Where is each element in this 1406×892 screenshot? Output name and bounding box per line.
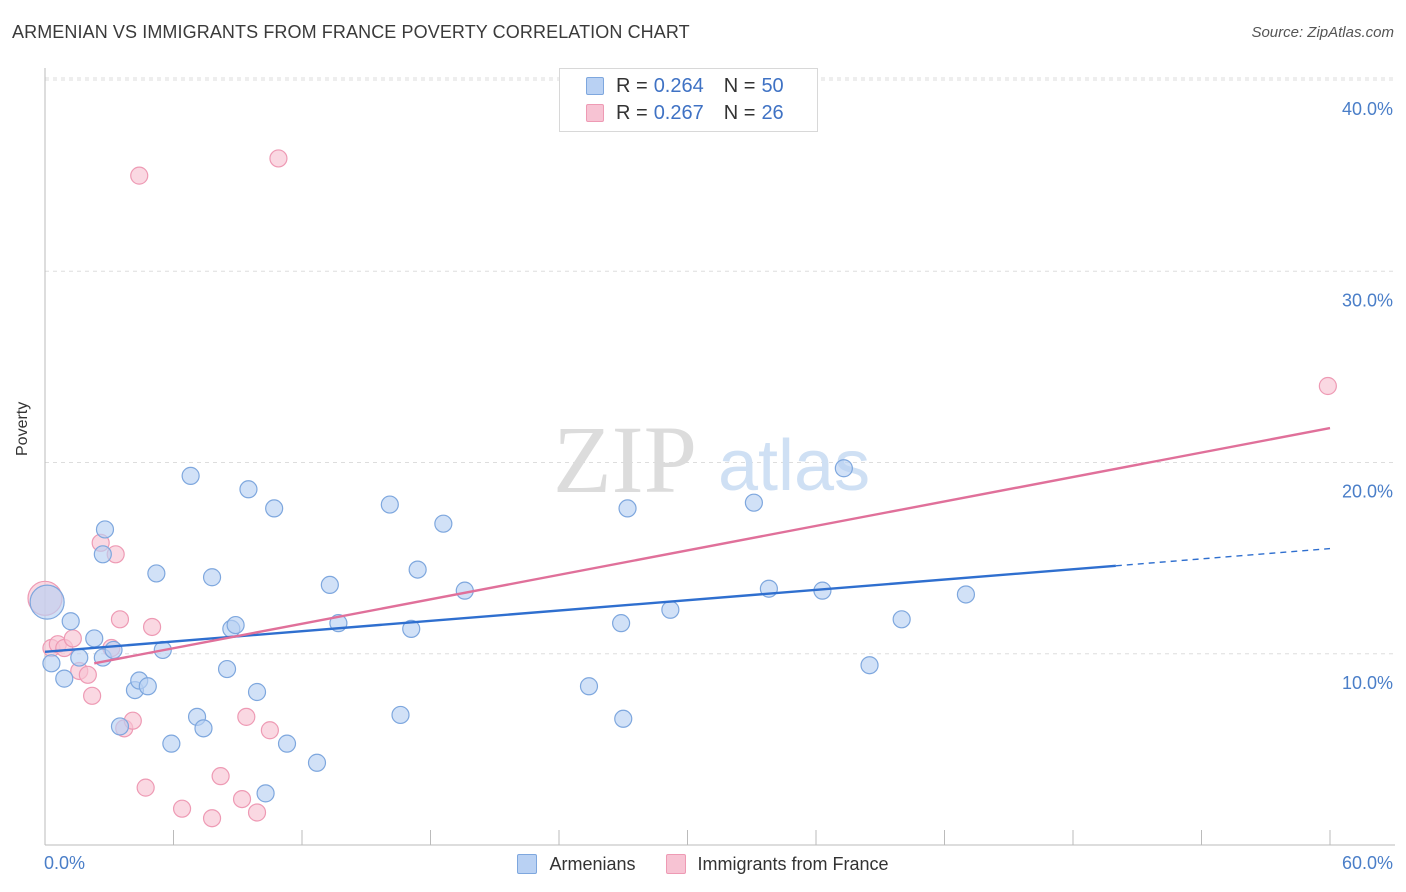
armenian-point bbox=[104, 640, 123, 660]
armenian-point bbox=[391, 705, 410, 725]
france-point bbox=[260, 721, 279, 740]
series-legend: Armenians Immigrants from France bbox=[0, 852, 1406, 876]
armenian-point bbox=[55, 669, 74, 688]
legend-r-label: R = bbox=[616, 74, 648, 97]
armenian-point bbox=[247, 682, 267, 702]
france-point bbox=[247, 803, 267, 822]
stats-legend: R = 0.264 N = 50 R = 0.267 N = 26 bbox=[559, 68, 818, 132]
armenian-point bbox=[256, 784, 275, 803]
y-tick-label: 20.0% bbox=[1342, 482, 1393, 502]
france-point bbox=[211, 767, 230, 786]
armenian-points bbox=[29, 459, 976, 803]
france-point bbox=[110, 610, 130, 629]
y-tick-label: 30.0% bbox=[1342, 290, 1393, 310]
swatch-france bbox=[665, 854, 686, 874]
armenian-point bbox=[892, 610, 911, 629]
source-credit: Source: ZipAtlas.com bbox=[1251, 24, 1394, 41]
armenian-point bbox=[226, 615, 245, 635]
legend-n-value: 50 bbox=[761, 74, 784, 97]
legend-r-label: R = bbox=[616, 101, 648, 124]
armenian-point bbox=[265, 499, 284, 518]
axes bbox=[44, 68, 1395, 846]
legend-n-label: N = bbox=[723, 101, 756, 124]
legend-swatch-france bbox=[586, 104, 604, 122]
armenian-point bbox=[956, 585, 976, 604]
armenian-point bbox=[42, 654, 61, 673]
armenian-point bbox=[612, 614, 631, 633]
armenian-point bbox=[834, 459, 853, 478]
france-point bbox=[130, 166, 149, 185]
y-tick-label: 10.0% bbox=[1342, 673, 1393, 693]
x-tick-labels: 0.0% 60.0% bbox=[44, 853, 1393, 873]
x-tick-label: 60.0% bbox=[1342, 853, 1393, 873]
armenian-point bbox=[239, 480, 258, 499]
armenian-point bbox=[380, 495, 399, 514]
armenian-point bbox=[110, 717, 130, 736]
armenian-point bbox=[61, 612, 80, 631]
chart-title: ARMENIAN VS IMMIGRANTS FROM FRANCE POVER… bbox=[12, 22, 690, 42]
legend-item-armenians: Armenians bbox=[517, 853, 636, 875]
armenian-point bbox=[162, 734, 181, 753]
legend-n-value: 26 bbox=[761, 101, 784, 124]
armenian-point bbox=[138, 677, 157, 696]
france-point bbox=[83, 686, 102, 705]
france-point bbox=[142, 617, 162, 637]
france-point bbox=[269, 149, 288, 168]
armenian-point bbox=[202, 568, 222, 587]
legend-n-label: N = bbox=[723, 74, 756, 97]
legend-row-france: R = 0.267 N = 26 bbox=[586, 101, 784, 125]
france-point bbox=[136, 778, 155, 797]
watermark: ZIP atlas bbox=[553, 406, 870, 513]
watermark-zip: ZIP bbox=[553, 406, 697, 513]
legend-row-armenians: R = 0.264 N = 50 bbox=[586, 74, 784, 98]
armenian-point bbox=[408, 560, 427, 579]
armenian-point bbox=[618, 499, 637, 518]
armenian-point bbox=[217, 659, 237, 679]
y-tick-labels: 10.0% 20.0% 30.0% 40.0% bbox=[1342, 99, 1393, 693]
legend-r-value: 0.267 bbox=[653, 101, 704, 124]
armenian-point bbox=[307, 753, 327, 772]
legend-label-france: Immigrants from France bbox=[697, 853, 889, 874]
armenian-point bbox=[320, 575, 339, 595]
y-tick-label: 40.0% bbox=[1342, 99, 1393, 119]
legend-item-france: Immigrants from France bbox=[665, 853, 889, 875]
france-point bbox=[63, 629, 82, 648]
trendline-france bbox=[94, 426, 1331, 665]
france-point bbox=[1318, 376, 1337, 396]
armenian-point bbox=[181, 466, 200, 485]
armenian-point bbox=[614, 709, 633, 728]
grid-lines bbox=[45, 77, 1395, 655]
armenian-point bbox=[860, 656, 879, 675]
armenian-point bbox=[194, 719, 213, 738]
armenian-point bbox=[402, 619, 421, 638]
france-point bbox=[78, 665, 97, 684]
france-point bbox=[202, 809, 222, 828]
armenian-point bbox=[85, 629, 104, 648]
france-point bbox=[232, 789, 252, 809]
armenian-point bbox=[147, 564, 166, 583]
armenian-point bbox=[434, 514, 453, 533]
trendlines bbox=[44, 426, 1331, 665]
armenian-point bbox=[277, 734, 297, 753]
armenian-point bbox=[70, 648, 89, 667]
trendline-armenians-extension bbox=[1115, 547, 1331, 567]
armenian-point bbox=[579, 677, 599, 696]
armenian-point bbox=[93, 545, 112, 564]
armenian-point bbox=[661, 600, 680, 619]
armenian-point bbox=[29, 584, 65, 620]
armenian-point bbox=[744, 493, 763, 512]
france-point bbox=[237, 707, 256, 726]
france-point bbox=[172, 799, 192, 818]
armenian-point bbox=[95, 520, 115, 539]
legend-label-armenians: Armenians bbox=[549, 853, 636, 874]
legend-r-value: 0.264 bbox=[653, 74, 704, 97]
x-tick-label: 0.0% bbox=[44, 853, 85, 873]
legend-swatch-armenians bbox=[586, 77, 604, 95]
swatch-armenians bbox=[517, 854, 538, 874]
